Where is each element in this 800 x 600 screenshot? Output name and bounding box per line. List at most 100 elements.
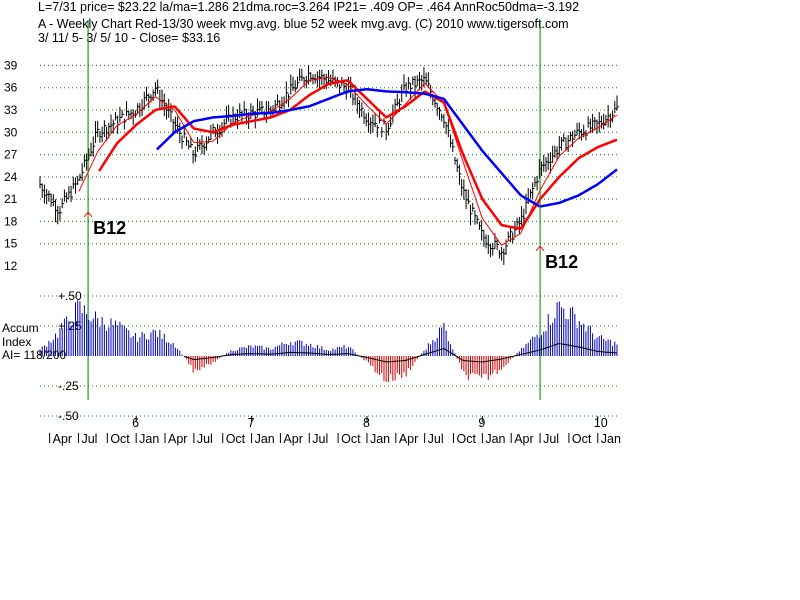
- price-bar: [259, 100, 262, 112]
- x-axis: 6 7 8 9 10 Apr Jul Oct Jan Apr Jul Oct Jan Apr Jul Oct J…: [49, 416, 621, 446]
- price-bar: [381, 127, 384, 138]
- price-bar: [525, 193, 529, 214]
- price-bar: [367, 112, 371, 133]
- price-bar: [72, 176, 76, 190]
- price-bar: [77, 175, 80, 185]
- price-bar: [94, 121, 98, 143]
- price-bar: [126, 101, 129, 116]
- price-bar: [46, 188, 49, 205]
- price-bar: [66, 192, 69, 203]
- price-bar: [310, 72, 313, 83]
- price-bar: [487, 234, 491, 255]
- signal-label: B12: [545, 252, 578, 272]
- price-bar: [521, 206, 524, 226]
- price-bar: [516, 217, 520, 227]
- year-label: 7: [248, 416, 255, 430]
- price-bar: [103, 120, 107, 138]
- price-bar: [148, 93, 151, 108]
- price-bar: [447, 119, 451, 138]
- price-bar: [580, 129, 584, 141]
- year-label: 10: [594, 416, 608, 430]
- price-bar: [192, 150, 196, 164]
- month-label: Jul: [428, 432, 444, 446]
- price-bar: [163, 93, 167, 117]
- price-bar: [194, 146, 198, 162]
- accum-ytick-label: -.50: [58, 409, 79, 423]
- price-bar: [292, 76, 295, 91]
- price-bar: [572, 130, 575, 148]
- year-label: 9: [478, 416, 485, 430]
- price-bar: [223, 118, 227, 133]
- price-bar: [228, 104, 231, 122]
- price-bar: [603, 113, 606, 130]
- price-bar: [372, 114, 375, 133]
- price-bar: [485, 234, 489, 249]
- price-bar: [467, 189, 471, 205]
- price-bar: [55, 199, 58, 223]
- price-bar: [92, 136, 96, 157]
- month-tick: Jul: [424, 432, 444, 446]
- price-bar: [70, 185, 74, 203]
- price-bar: [456, 158, 460, 172]
- price-bar: [463, 179, 466, 200]
- month-label: Apr: [283, 432, 302, 446]
- month-label: Apr: [399, 432, 418, 446]
- price-bar: [612, 110, 615, 123]
- month-tick: Apr: [395, 432, 418, 446]
- price-bar: [474, 210, 477, 225]
- price-bar: [121, 109, 125, 118]
- price-bar: [181, 135, 185, 149]
- month-label: Oct: [110, 432, 130, 446]
- accum-ytick-label: -.25: [58, 379, 79, 393]
- month-label: Jul: [81, 432, 97, 446]
- price-bar: [285, 81, 289, 104]
- price-bar: [438, 106, 442, 120]
- price-bar: [421, 75, 424, 91]
- price-bar: [534, 177, 537, 187]
- month-tick: Oct: [106, 432, 130, 446]
- month-tick: Jan: [251, 432, 275, 446]
- price-bar: [507, 231, 511, 241]
- price-bar: [150, 94, 153, 103]
- price-bar: [276, 94, 280, 106]
- price-ytick-label: 39: [4, 58, 18, 72]
- price-bar: [59, 206, 62, 221]
- price-bar: [250, 103, 253, 119]
- price-bar: [587, 116, 591, 128]
- price-bar: [288, 93, 291, 108]
- price-bar: [403, 74, 406, 91]
- price-bar: [132, 109, 136, 125]
- price-bar: [598, 112, 602, 133]
- month-label: Oct: [572, 432, 592, 446]
- accum-ai-label: AI= 118/200: [2, 348, 66, 362]
- signal-arrow: [83, 211, 93, 218]
- price-ytick-label: 12: [4, 259, 18, 273]
- month-tick: Jul: [193, 432, 213, 446]
- price-bar: [589, 118, 593, 134]
- price-bar: [374, 112, 378, 128]
- price-bar: [445, 122, 449, 135]
- price-bar: [594, 117, 597, 131]
- price-bar: [458, 164, 462, 185]
- price-bar: [119, 106, 122, 123]
- price-bar: [616, 95, 619, 111]
- accum-label-line1: Accum: [2, 321, 39, 335]
- price-bar: [361, 102, 364, 117]
- price-bar: [296, 76, 300, 89]
- month-tick: Jan: [135, 432, 159, 446]
- price-bar: [414, 75, 418, 98]
- month-label: Apr: [168, 432, 187, 446]
- price-bar: [536, 176, 540, 191]
- month-tick: Jan: [481, 432, 506, 446]
- price-bar: [529, 189, 533, 199]
- accum-ma-line: [184, 343, 618, 363]
- price-bar: [81, 163, 85, 182]
- price-bar: [501, 246, 504, 261]
- price-bar: [281, 96, 284, 110]
- price-bar: [172, 119, 176, 135]
- price-bar: [412, 76, 415, 86]
- price-bar: [299, 68, 302, 82]
- price-bar: [290, 74, 293, 95]
- price-bar: [605, 115, 608, 126]
- price-bar: [43, 184, 47, 204]
